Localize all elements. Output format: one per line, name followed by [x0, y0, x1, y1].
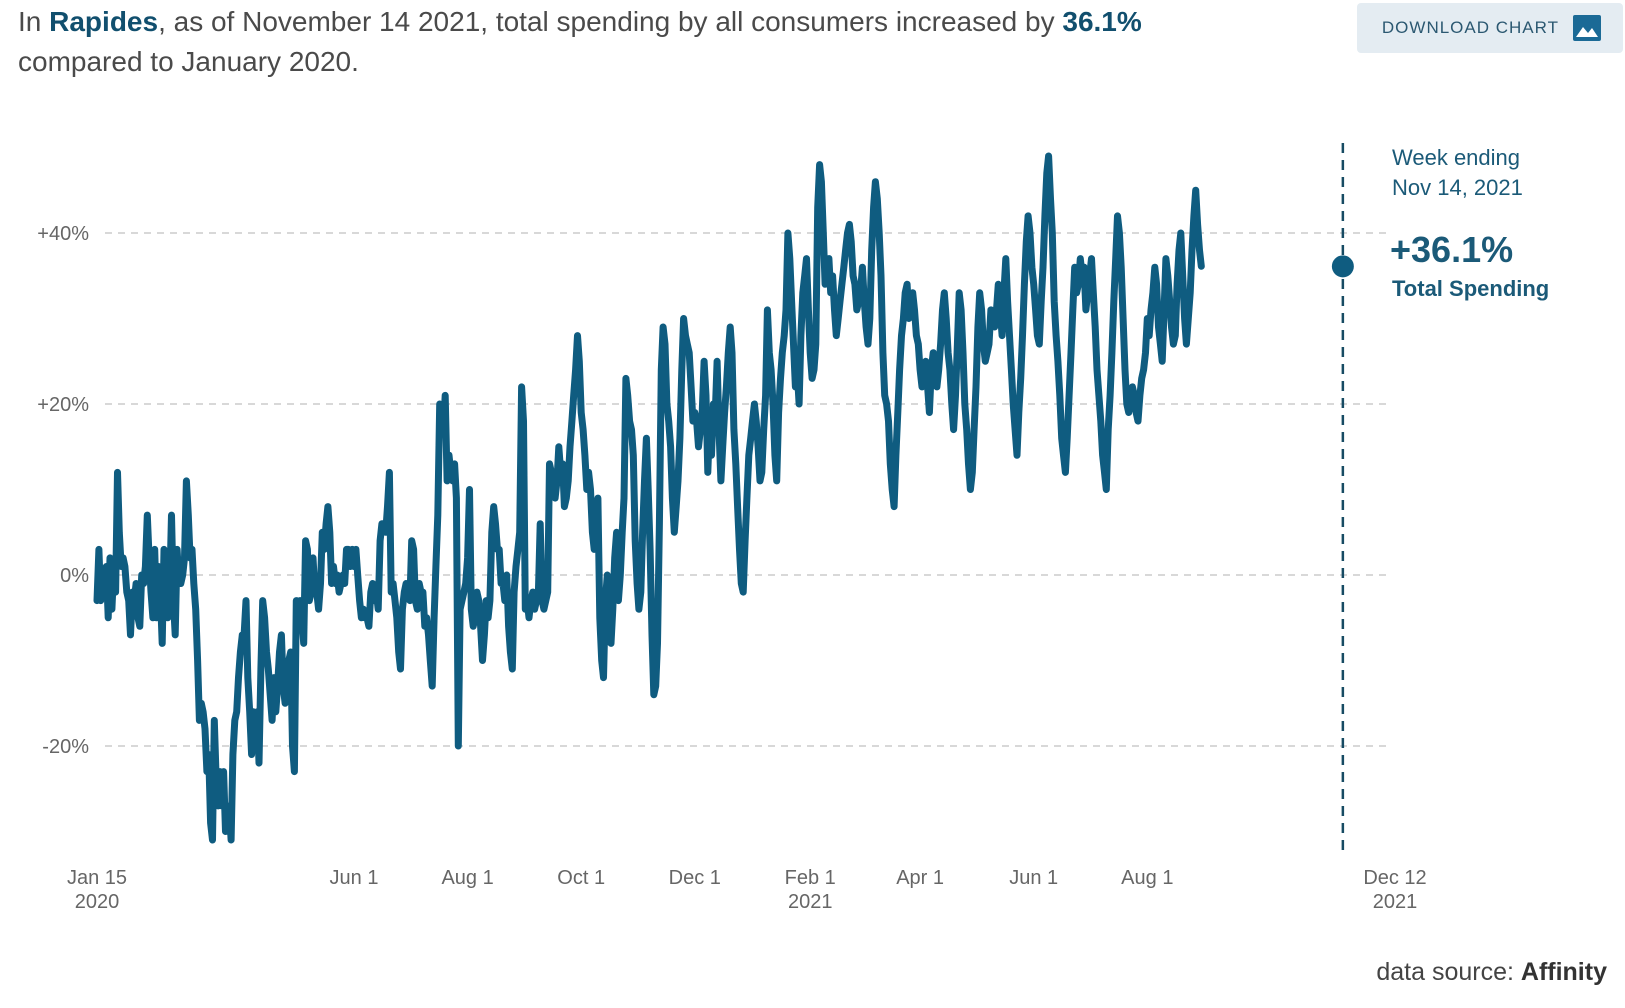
headline-suffix: compared to January 2020. — [18, 46, 359, 77]
annotation-value: +36.1% — [1390, 229, 1513, 270]
x-tick-year-label: 2020 — [75, 891, 120, 913]
annotation-date: Nov 14, 2021 — [1392, 175, 1523, 200]
x-tick-label: Jun 1 — [330, 867, 379, 889]
latest-value-marker[interactable] — [1331, 255, 1354, 278]
data-source: data source: Affinity — [1376, 958, 1607, 987]
download-chart-button[interactable]: DOWNLOAD CHART — [1357, 3, 1623, 53]
x-tick-label: Aug 1 — [441, 867, 493, 889]
headline-value: 36.1% — [1062, 6, 1142, 37]
annotation-label: Total Spending — [1392, 276, 1549, 301]
data-source-prefix: data source: — [1376, 958, 1521, 986]
x-tick-label: Oct 1 — [557, 867, 605, 889]
y-tick-label: +40% — [37, 223, 89, 245]
y-axis-ticks: +40% +20% 0% -20% — [37, 223, 89, 758]
headline-place: Rapides — [49, 6, 159, 37]
y-tick-label: -20% — [42, 736, 89, 758]
annotation-week-ending: Week ending — [1392, 145, 1520, 170]
headline-prefix: In — [18, 6, 50, 37]
series-line-total-spending — [93, 152, 1205, 844]
x-tick-year-label: 2021 — [788, 891, 833, 913]
x-tick-label: Apr 1 — [896, 867, 944, 889]
chart-headline: In Rapides, as of November 14 2021, tota… — [18, 2, 1238, 82]
x-tick-label: Jan 15 — [67, 867, 127, 889]
download-chart-label: DOWNLOAD CHART — [1381, 18, 1559, 37]
y-tick-label: 0% — [60, 565, 89, 587]
x-tick-label: Jun 1 — [1009, 867, 1058, 889]
x-tick-label: Dec 12 — [1363, 867, 1426, 889]
x-tick-label: Aug 1 — [1121, 867, 1173, 889]
x-tick-year-label: 2021 — [1373, 891, 1418, 913]
data-source-name: Affinity — [1520, 958, 1607, 986]
x-tick-label: Feb 1 — [785, 867, 836, 889]
image-icon — [1573, 15, 1601, 41]
headline-middle: , as of November 14 2021, total spending… — [158, 6, 1063, 37]
x-tick-label: Dec 1 — [669, 867, 721, 889]
y-tick-label: +20% — [37, 394, 89, 416]
